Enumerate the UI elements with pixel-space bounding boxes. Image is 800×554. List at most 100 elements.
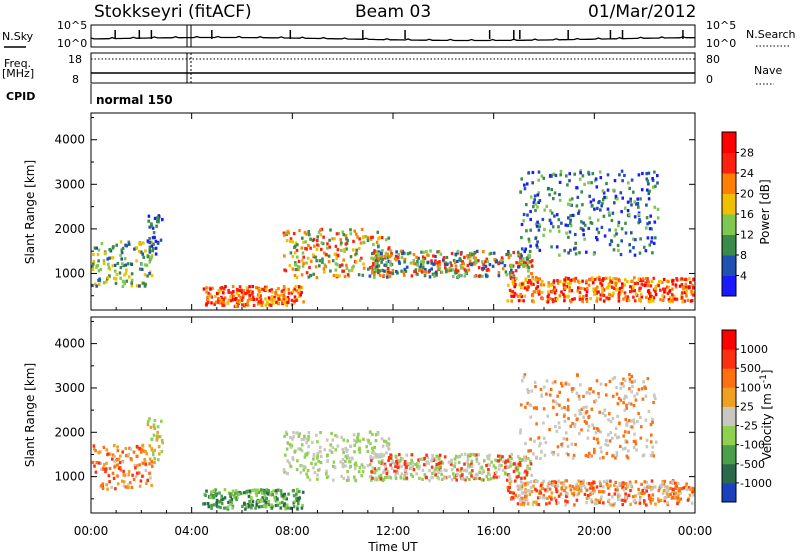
range-gate-cell — [638, 501, 642, 505]
range-gate-cell — [623, 408, 627, 412]
range-gate-cell — [569, 281, 572, 285]
range-gate-cell — [303, 434, 306, 438]
range-gate-cell — [362, 465, 365, 469]
range-gate-cell — [501, 261, 504, 265]
range-gate-cell — [576, 195, 580, 199]
range-gate-cell — [376, 266, 379, 270]
range-gate-cell — [532, 484, 535, 488]
range-gate-cell — [268, 303, 271, 307]
range-gate-cell — [377, 475, 381, 479]
range-gate-cell — [265, 496, 268, 501]
range-gate-cell — [469, 255, 472, 259]
range-gate-cell — [568, 198, 572, 202]
range-gate-cell — [323, 251, 326, 255]
range-gate-cell — [604, 442, 608, 447]
range-gate-cell — [530, 489, 534, 494]
range-gate-cell — [529, 415, 532, 419]
nsearch-label: N.Search — [746, 28, 796, 41]
range-gate-cell — [445, 262, 449, 266]
range-gate-cell — [602, 214, 606, 218]
range-gate-cell — [600, 490, 603, 494]
range-gate-cell — [569, 221, 572, 225]
range-gate-cell — [504, 461, 507, 465]
range-gate-cell — [585, 488, 589, 492]
range-gate-cell — [113, 269, 117, 273]
range-gate-cell — [576, 487, 580, 491]
range-gate-cell — [438, 263, 441, 267]
range-gate-cell — [525, 489, 528, 493]
range-gate-cell — [610, 239, 613, 243]
range-gate-cell — [594, 177, 598, 181]
range-gate-cell — [215, 498, 219, 502]
freq-tick-high: 18 — [68, 53, 82, 66]
range-gate-cell — [528, 240, 531, 244]
range-gate-cell — [608, 293, 611, 297]
range-gate-cell — [651, 177, 654, 181]
range-gate-cell — [401, 252, 404, 256]
range-gate-cell — [528, 492, 532, 497]
range-gate-cell — [148, 247, 152, 251]
noise-trace — [90, 25, 696, 47]
range-gate-cell — [380, 236, 384, 240]
range-gate-cell — [229, 502, 232, 507]
range-gate-cell — [138, 463, 141, 467]
range-gate-cell — [615, 281, 618, 285]
range-gate-cell — [296, 507, 299, 511]
range-gate-cell — [285, 303, 288, 307]
range-gate-cell — [444, 262, 447, 266]
range-gate-cell — [432, 458, 435, 462]
range-gate-cell — [301, 503, 304, 508]
range-gate-cell — [581, 203, 584, 207]
range-gate-cell — [297, 497, 300, 501]
range-gate-cell — [261, 496, 264, 500]
range-gate-cell — [648, 227, 652, 231]
range-gate-cell — [298, 432, 301, 436]
range-gate-cell — [91, 267, 95, 271]
range-gate-cell — [649, 294, 652, 299]
range-gate-cell — [564, 382, 567, 386]
range-gate-cell — [419, 457, 422, 461]
range-gate-cell — [627, 430, 630, 434]
range-gate-cell — [572, 277, 575, 281]
range-gate-cell — [312, 272, 315, 276]
range-gate-cell — [245, 490, 248, 494]
range-gate-cell — [366, 464, 370, 468]
range-gate-cell — [638, 219, 642, 223]
range-gate-cell — [611, 294, 614, 298]
range-gate-cell — [274, 489, 278, 493]
range-gate-cell — [656, 216, 660, 220]
range-gate-cell — [270, 295, 274, 299]
range-gate-cell — [597, 395, 601, 399]
range-gate-cell — [579, 169, 582, 173]
colorbar-tick-label: 25 — [740, 400, 754, 413]
range-gate-cell — [528, 403, 531, 407]
range-gate-cell — [485, 257, 489, 261]
range-gate-cell — [315, 259, 318, 263]
range-gate-cell — [321, 260, 324, 264]
range-gate-cell — [587, 454, 590, 458]
range-gate-cell — [429, 249, 432, 253]
range-gate-cell — [389, 260, 392, 264]
range-gate-cell — [380, 452, 383, 456]
colorbar-step — [722, 444, 736, 465]
range-gate-cell — [595, 299, 599, 303]
range-gate-cell — [371, 451, 374, 455]
range-gate-cell — [488, 252, 491, 256]
range-gate-cell — [305, 247, 308, 251]
range-gate-cell — [544, 440, 548, 445]
range-gate-cell — [527, 269, 530, 273]
range-gate-cell — [521, 481, 524, 485]
range-gate-cell — [263, 490, 266, 494]
range-gate-cell — [417, 460, 420, 464]
range-gate-cell — [355, 440, 358, 444]
range-gate-cell — [462, 468, 466, 472]
range-gate-cell — [142, 449, 146, 453]
range-gate-cell — [522, 263, 525, 267]
range-gate-cell — [610, 503, 613, 507]
range-gate-cell — [494, 458, 497, 462]
range-gate-cell — [115, 243, 118, 247]
range-gate-cell — [675, 297, 679, 301]
range-gate-cell — [644, 418, 648, 422]
range-gate-cell — [372, 251, 376, 255]
range-gate-cell — [374, 269, 378, 273]
